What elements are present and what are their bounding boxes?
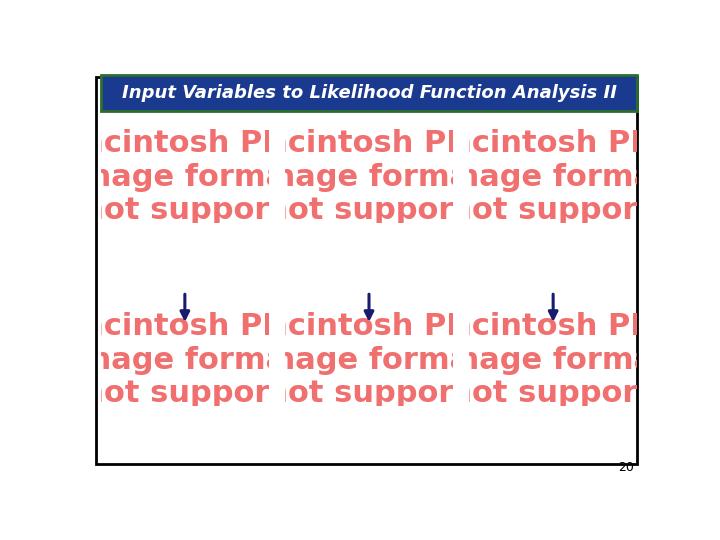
- Text: Macintosh PICT: Macintosh PICT: [53, 129, 317, 158]
- Text: image format: image format: [253, 163, 485, 192]
- Bar: [101, 289, 269, 406]
- Text: Macintosh PICT: Macintosh PICT: [237, 312, 501, 341]
- Text: is not supported: is not supported: [228, 379, 510, 408]
- Text: is not supported: is not supported: [411, 196, 695, 225]
- FancyBboxPatch shape: [96, 77, 637, 464]
- Bar: [101, 106, 269, 223]
- Text: Macintosh PICT: Macintosh PICT: [237, 129, 501, 158]
- FancyBboxPatch shape: [101, 75, 637, 111]
- Bar: [469, 289, 636, 406]
- Text: image format: image format: [253, 346, 485, 375]
- Text: Macintosh PICT: Macintosh PICT: [53, 312, 317, 341]
- Bar: [285, 106, 453, 223]
- Text: is not supported: is not supported: [43, 196, 327, 225]
- Text: is not supported: is not supported: [43, 379, 327, 408]
- Text: image format: image format: [69, 163, 301, 192]
- Bar: [469, 106, 636, 223]
- Text: image format: image format: [437, 163, 669, 192]
- Text: Input Variables to Likelihood Function Analysis II: Input Variables to Likelihood Function A…: [122, 84, 616, 102]
- Text: image format: image format: [69, 346, 301, 375]
- Text: image format: image format: [437, 346, 669, 375]
- Text: Macintosh PICT: Macintosh PICT: [421, 129, 685, 158]
- Text: is not supported: is not supported: [228, 196, 510, 225]
- Text: Macintosh PICT: Macintosh PICT: [421, 312, 685, 341]
- Bar: [285, 289, 453, 406]
- Text: 20: 20: [618, 461, 634, 474]
- Text: is not supported: is not supported: [411, 379, 695, 408]
